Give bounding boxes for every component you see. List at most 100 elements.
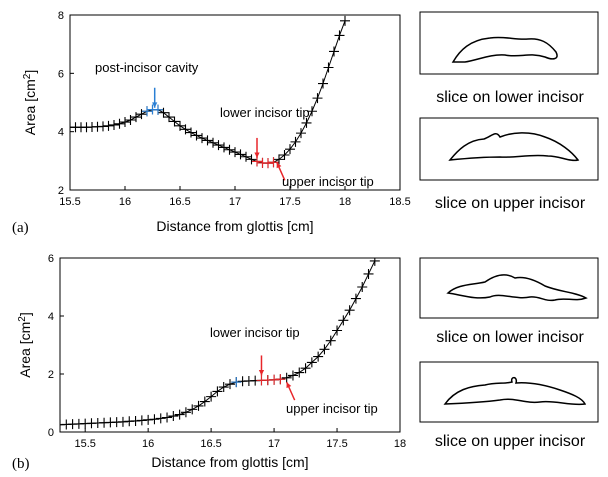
marker: [219, 142, 229, 153]
marker: [285, 144, 295, 155]
annotation-arrowhead: [276, 162, 282, 169]
marker: [344, 305, 355, 316]
marker: [180, 407, 191, 418]
marker: [230, 147, 240, 158]
marker: [117, 416, 128, 427]
x-tick-label: 15.5: [74, 438, 95, 450]
marker: [323, 62, 334, 73]
marker: [199, 396, 210, 407]
slice-caption: slice on upper incisor: [435, 195, 586, 212]
marker: [350, 293, 361, 304]
y-tick-label: 0: [48, 427, 54, 439]
marker: [187, 404, 198, 415]
x-tick-label: 17.5: [326, 438, 347, 450]
annotation: lower incisor tip: [210, 325, 300, 340]
marker: [287, 370, 298, 381]
marker: [263, 158, 273, 169]
slice-outline: [451, 36, 558, 63]
marker: [231, 377, 242, 388]
x-tick-label: 16: [142, 438, 154, 450]
x-tick-label: 16.5: [200, 438, 221, 450]
marker: [332, 325, 343, 336]
y-axis-label-part: ]: [17, 312, 33, 316]
plot-area: [60, 258, 380, 430]
plot-area: [70, 15, 350, 169]
marker: [109, 119, 119, 130]
marker: [168, 411, 179, 422]
marker: [313, 351, 324, 362]
panel-label: (b): [12, 456, 30, 472]
y-tick-label: 2: [58, 185, 64, 197]
annotation-arrowhead: [286, 382, 292, 389]
marker: [136, 109, 147, 120]
y-tick-label: 6: [58, 68, 64, 80]
marker: [98, 121, 108, 132]
y-tick-label: 6: [48, 253, 54, 265]
annotation: post-incisor cavity: [95, 60, 199, 75]
marker: [296, 128, 306, 139]
x-tick-label: 17: [229, 196, 241, 208]
y-axis-label: Area [cm2]: [22, 70, 39, 135]
annotation: upper incisor tip: [282, 174, 374, 189]
marker: [191, 130, 202, 141]
slice-frame: [419, 257, 599, 319]
slice-frame: [419, 11, 599, 75]
marker: [235, 149, 246, 160]
slice-frame: [419, 117, 599, 181]
marker: [241, 151, 251, 162]
marker: [294, 367, 305, 378]
annotation-arrowhead: [258, 370, 265, 376]
y-axis-label-part: ]: [22, 70, 38, 74]
marker: [306, 357, 317, 368]
x-tick-label: 18: [339, 196, 351, 208]
x-tick-label: 18: [394, 438, 406, 450]
marker: [269, 374, 280, 385]
y-tick-label: 2: [48, 369, 54, 381]
marker: [319, 344, 330, 355]
marker: [130, 415, 141, 426]
marker: [120, 117, 130, 128]
slice-frame: [419, 361, 599, 423]
slice-caption: slice on lower incisor: [436, 89, 584, 106]
marker: [197, 133, 207, 144]
annotation-arrowhead: [254, 152, 260, 158]
annotation: lower incisor tip: [220, 105, 310, 120]
x-tick-label: 18.5: [389, 196, 410, 208]
marker: [169, 116, 180, 127]
marker: [281, 372, 292, 383]
marker: [103, 120, 114, 131]
marker: [162, 412, 173, 423]
marker: [225, 379, 235, 390]
marker: [142, 106, 152, 117]
marker: [114, 118, 125, 129]
marker: [206, 391, 217, 402]
marker: [149, 414, 160, 425]
marker: [246, 154, 257, 165]
marker: [158, 107, 169, 118]
slice-caption: slice on upper incisor: [435, 433, 586, 450]
marker: [164, 112, 174, 123]
marker: [334, 30, 345, 41]
x-tick-label: 15.5: [59, 196, 80, 208]
marker: [329, 46, 339, 57]
x-tick-label: 17.5: [279, 196, 300, 208]
marker: [218, 382, 229, 393]
marker: [125, 115, 136, 125]
slice-outline: [443, 376, 587, 406]
marker: [325, 335, 336, 346]
marker: [363, 268, 374, 279]
x-axis-label: Distance from glottis [cm]: [156, 218, 313, 234]
y-axis-label-part: Area [cm: [22, 79, 38, 135]
y-tick-label: 8: [58, 10, 64, 22]
marker: [202, 135, 213, 146]
marker: [213, 140, 224, 151]
marker: [357, 282, 368, 292]
marker: [312, 93, 323, 104]
marker: [174, 409, 185, 420]
x-tick-label: 16.5: [169, 196, 190, 208]
marker: [300, 363, 311, 374]
marker: [153, 104, 163, 115]
annotation-arrowhead: [152, 102, 158, 108]
marker: [338, 315, 349, 326]
